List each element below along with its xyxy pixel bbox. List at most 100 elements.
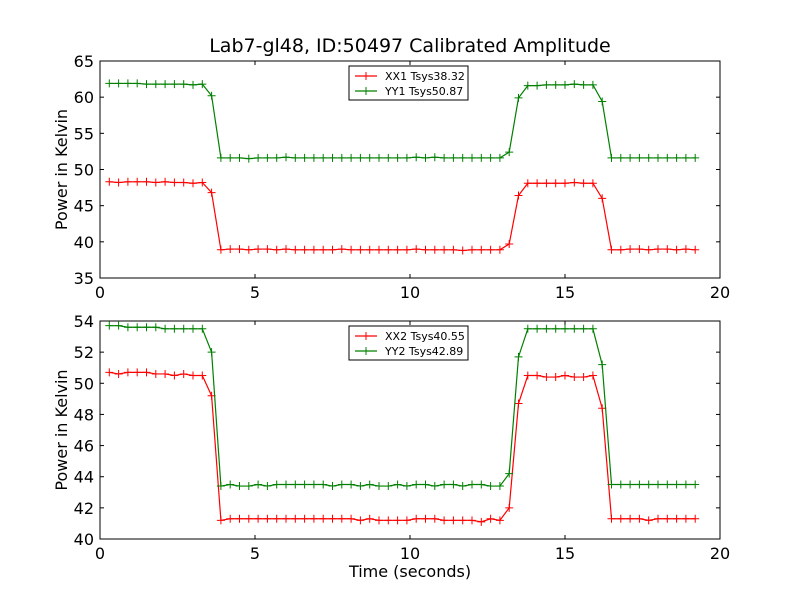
top-amplitude-chart: 0 5 10 15 20 35 40 45 50 55 60 65 Power in Kelvin XX1…	[52, 52, 730, 302]
data-point-marker	[198, 324, 207, 333]
data-point-marker	[282, 480, 290, 489]
data-point-marker	[523, 179, 532, 188]
data-point-marker	[533, 324, 542, 333]
data-point-marker	[170, 80, 179, 89]
data-point-marker	[384, 516, 393, 525]
data-point-marker	[579, 80, 588, 89]
data-point-marker	[588, 179, 597, 188]
data-point-marker	[151, 369, 160, 378]
data-point-marker	[468, 245, 476, 254]
data-point-marker	[533, 371, 542, 380]
data-point-marker	[356, 245, 365, 254]
legend-item: YY1 Tsys50.87	[355, 85, 463, 98]
data-point-marker	[598, 194, 607, 203]
data-point-marker	[412, 480, 421, 489]
data-point-marker	[607, 514, 616, 523]
data-point-marker	[505, 240, 514, 249]
data-point-marker	[254, 245, 263, 254]
figure-title: Lab7-gl48, ID:50497 Calibrated Amplitude	[209, 35, 611, 57]
data-point-marker	[375, 482, 383, 491]
data-point-marker	[505, 148, 514, 157]
data-point-marker	[356, 153, 365, 162]
data-point-marker	[123, 323, 132, 332]
data-point-marker	[272, 245, 281, 254]
data-point-marker	[681, 245, 690, 254]
data-point-marker	[616, 153, 625, 162]
data-point-marker	[449, 480, 458, 489]
data-point-marker	[235, 153, 244, 162]
data-point-marker	[542, 324, 551, 333]
data-point-marker	[123, 368, 132, 377]
y-tick-label: 35	[74, 269, 94, 288]
data-point-marker	[123, 79, 132, 88]
data-point-marker	[505, 469, 514, 478]
data-point-marker	[626, 480, 635, 489]
data-point-marker	[244, 245, 253, 254]
data-point-marker	[319, 480, 328, 489]
legend-label: XX2 Tsys40.55	[385, 330, 465, 343]
data-point-marker	[161, 324, 170, 333]
data-point-marker	[105, 79, 114, 88]
data-point-marker	[542, 80, 551, 89]
x-axis-label: Time (seconds)	[348, 562, 471, 581]
data-point-marker	[114, 79, 123, 88]
data-point-marker	[319, 514, 328, 523]
data-point-marker	[272, 153, 281, 162]
data-point-marker	[300, 245, 309, 254]
data-point-marker	[133, 177, 142, 186]
legend-item: XX1 Tsys38.32	[355, 70, 465, 83]
data-point-marker	[654, 245, 662, 254]
data-point-marker	[616, 480, 625, 489]
data-point-marker	[319, 245, 328, 254]
data-point-marker	[477, 517, 486, 526]
data-point-marker	[514, 93, 523, 102]
data-point-marker	[607, 153, 616, 162]
data-point-marker	[570, 178, 579, 187]
data-point-marker	[570, 80, 579, 89]
legend: XX2 Tsys40.55 YY2 Tsys42.89	[348, 325, 469, 361]
data-point-marker	[393, 153, 402, 162]
y-tick-label: 55	[74, 124, 94, 143]
data-point-marker	[533, 179, 542, 188]
data-point-marker	[319, 153, 328, 162]
data-point-marker	[495, 245, 504, 254]
data-point-marker	[672, 480, 681, 489]
y-tick-label: 40	[74, 530, 94, 549]
data-point-marker	[226, 480, 235, 489]
data-point-marker	[291, 245, 300, 254]
data-point-marker	[440, 245, 449, 254]
data-point-marker	[598, 97, 607, 106]
data-point-marker	[635, 480, 644, 489]
data-point-marker	[254, 480, 263, 489]
data-point-marker	[477, 153, 486, 162]
data-point-marker	[681, 480, 690, 489]
data-point-marker	[216, 516, 225, 525]
y-tick-label: 46	[74, 437, 94, 456]
data-point-marker	[291, 153, 300, 162]
data-point-marker	[616, 514, 625, 523]
data-point-marker	[663, 480, 672, 489]
data-point-marker	[561, 324, 569, 333]
data-point-marker	[282, 514, 290, 523]
data-point-marker	[644, 516, 653, 525]
data-point-marker	[440, 516, 449, 525]
data-point-marker	[691, 480, 700, 489]
data-point-marker	[598, 360, 607, 369]
data-point-marker	[663, 153, 672, 162]
data-point-marker	[375, 516, 383, 525]
data-point-marker	[133, 79, 142, 88]
data-point-marker	[365, 245, 374, 254]
data-point-marker	[393, 480, 402, 489]
data-point-marker	[263, 153, 272, 162]
data-point-marker	[328, 153, 337, 162]
data-point-marker	[551, 80, 560, 89]
data-point-marker	[114, 321, 123, 330]
data-point-marker	[421, 514, 430, 523]
bottom-amplitude-chart: 0 5 10 15 20 40 42 44 46 48 50 52 54 Power in Kelvin T…	[52, 312, 730, 581]
data-point-marker	[495, 153, 504, 162]
data-point-marker	[477, 245, 486, 254]
data-point-marker	[226, 153, 235, 162]
data-point-marker	[551, 179, 560, 188]
data-point-marker	[635, 153, 644, 162]
x-tick-label: 5	[250, 283, 260, 302]
